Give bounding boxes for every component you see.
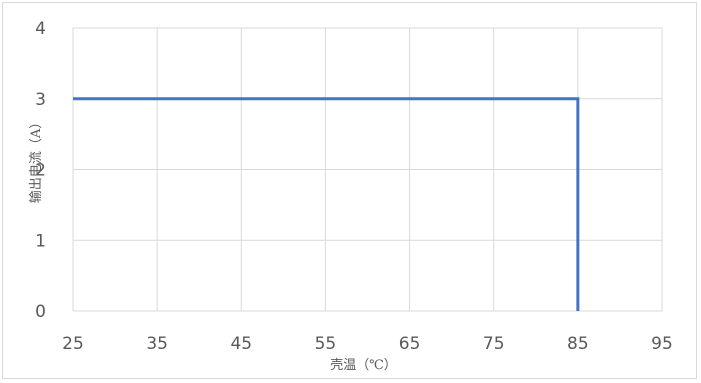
- y-tick-label: 1: [35, 231, 46, 251]
- y-tick-label: 3: [35, 90, 46, 110]
- horizontal-gridlines: [73, 27, 662, 312]
- chart-frame: [2, 2, 697, 379]
- x-axis-title: 壳温（℃）: [330, 358, 397, 373]
- series-line: [73, 97, 580, 311]
- x-tick-label: 55: [315, 334, 337, 354]
- x-tick-labels: 25 35 45 55 65 75 85 95: [62, 334, 673, 354]
- series-group: [73, 97, 580, 311]
- y-tick-label: 0: [35, 302, 46, 322]
- x-tick-label: 75: [483, 334, 505, 354]
- y-axis-title: 输出电流（A）: [28, 116, 44, 203]
- x-tick-label: 45: [230, 334, 252, 354]
- x-tick-label: 85: [567, 334, 589, 354]
- x-tick-label: 95: [651, 334, 673, 354]
- x-tick-label: 25: [62, 334, 84, 354]
- y-tick-labels: 0 1 2 3 4: [35, 19, 46, 322]
- x-tick-label: 35: [146, 334, 168, 354]
- y-tick-label: 4: [35, 19, 46, 39]
- y-tick-label: 2: [35, 161, 46, 181]
- x-tick-label: 65: [399, 334, 421, 354]
